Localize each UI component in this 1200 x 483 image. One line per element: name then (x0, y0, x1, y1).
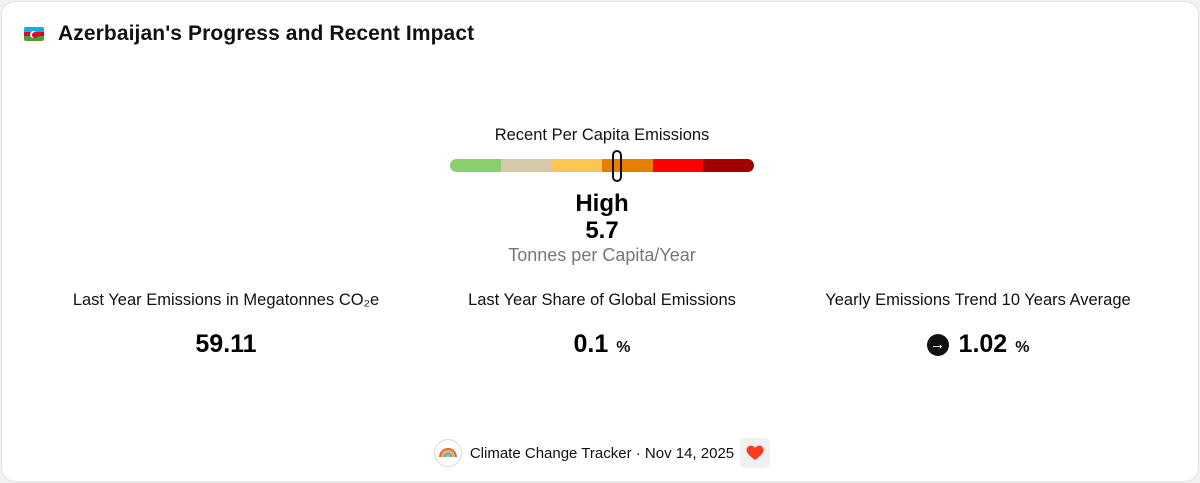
stat-last-year-emissions: Last Year Emissions in Megatonnes CO₂e 5… (26, 291, 426, 359)
emissions-gauge-bar (450, 159, 754, 172)
stat-suffix: % (1015, 339, 1030, 356)
gauge-segment-2 (500, 159, 552, 172)
gauge-segment-5 (652, 159, 704, 172)
stat-suffix: % (616, 339, 631, 356)
stat-value: 59.11 (195, 330, 257, 358)
source-text[interactable]: Climate Change Tracker · Nov 14, 2025 (469, 444, 735, 462)
stat-value: 0.1 (573, 330, 609, 358)
stat-label: Last Year Share of Global Emissions (468, 291, 736, 309)
gauge-marker (612, 150, 623, 182)
stat-label: Last Year Emissions in Megatonnes CO₂e (72, 291, 380, 309)
heart-icon (746, 445, 764, 460)
gauge-label: Recent Per Capita Emissions (494, 126, 710, 144)
card-footer: Climate Change Tracker · Nov 14, 2025 (2, 438, 1200, 468)
stat-value-row: 0.1 % (402, 330, 802, 359)
stat-global-share: Last Year Share of Global Emissions 0.1 … (402, 291, 802, 359)
gauge-segment-1 (450, 159, 501, 172)
flag-stripe-blue (24, 27, 44, 32)
rainbow-logo-icon[interactable] (433, 439, 462, 467)
stat-value: 1.02 (958, 330, 1008, 358)
stat-yearly-trend: Yearly Emissions Trend 10 Years Average … (778, 291, 1178, 359)
arrow-right-circle-icon: → (926, 333, 949, 356)
emissions-unit: Tonnes per Capita/Year (508, 245, 696, 265)
flag-stripe-green (24, 36, 44, 41)
stat-value-row: → 1.02 % (778, 330, 1178, 359)
emissions-value: 5.7 (585, 217, 619, 244)
flag-crescent-icon (30, 31, 38, 38)
stat-label: Yearly Emissions Trend 10 Years Average (825, 291, 1131, 309)
card-title: Azerbaijan's Progress and Recent Impact (58, 22, 475, 45)
emissions-level: High (575, 190, 629, 217)
gauge-segment-4 (602, 159, 653, 172)
stat-value-row: 59.11 (26, 330, 426, 359)
azerbaijan-flag-icon (24, 27, 44, 41)
like-button[interactable] (740, 438, 771, 468)
gauge-segment-3 (551, 159, 603, 172)
card-header: Azerbaijan's Progress and Recent Impact (24, 22, 474, 46)
gauge-segment-6 (703, 159, 754, 172)
